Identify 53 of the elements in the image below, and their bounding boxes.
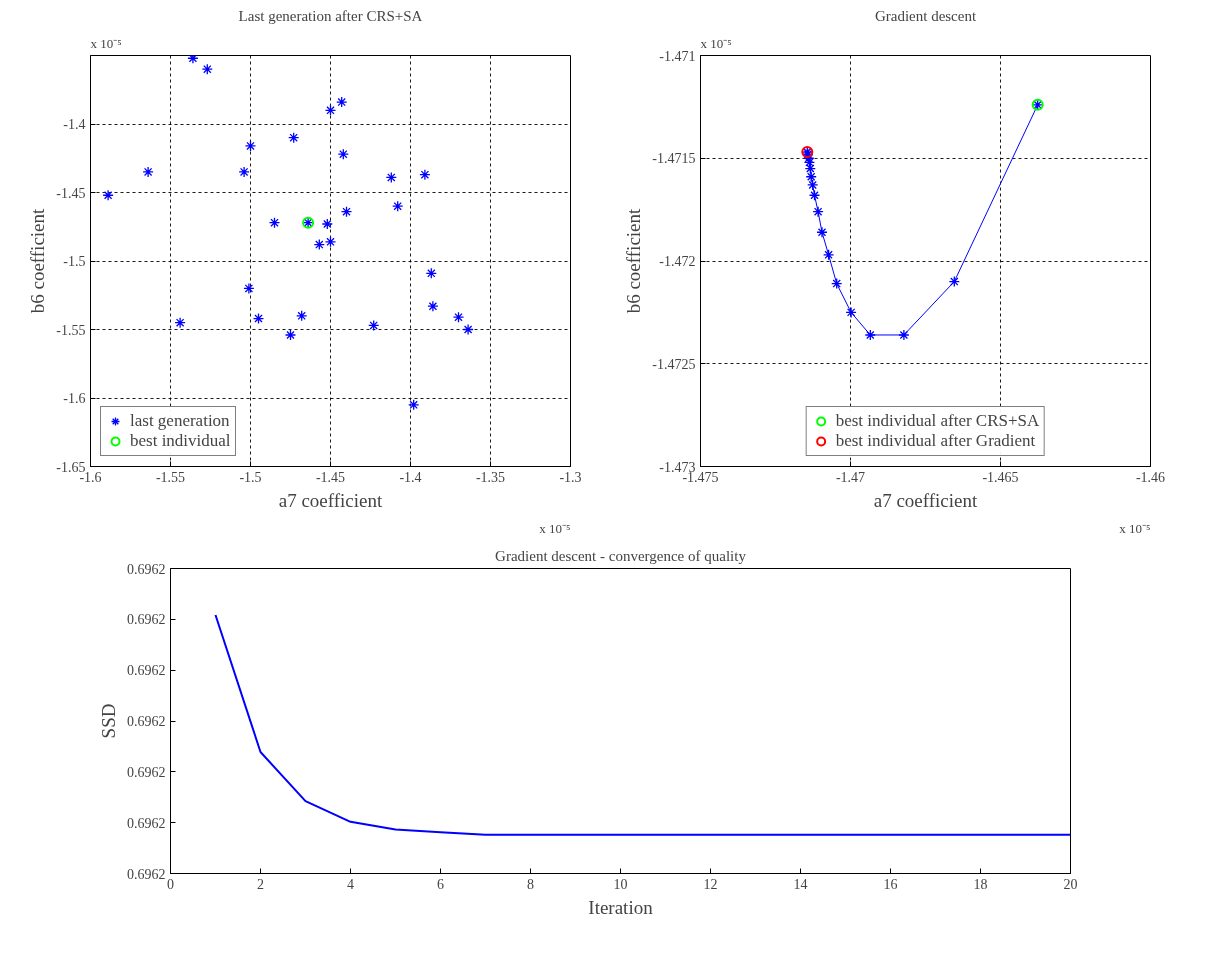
x-axis-title: a7 coefficient [278, 489, 383, 511]
x-tick-label: 8 [527, 876, 534, 892]
legend-label: best individual after CRS+SA [835, 411, 1040, 431]
y-axis-title: SSD [98, 703, 119, 739]
text: 0.6962 [127, 815, 166, 831]
chart-title: Gradient descent [874, 7, 977, 24]
y-tick-label: -1.45 [56, 185, 86, 201]
text: 0.6962 [127, 714, 166, 729]
x-tick-label: -1.3 [559, 469, 582, 485]
x-tick-label: 12 [703, 876, 718, 892]
x-axis-title: a7 coefficient [873, 489, 978, 511]
y-tick-label: -1.472 [659, 254, 696, 269]
y-tick-label: -1.4715 [652, 151, 696, 167]
x-tick-label: -1.46 [1135, 469, 1166, 485]
text: x 10⁻⁵ [1119, 520, 1151, 536]
y-tick-label: -1.4 [63, 117, 86, 132]
text: 0.6962 [127, 663, 166, 679]
text: 0.6962 [127, 866, 166, 882]
text: x 10⁻⁵ [90, 35, 122, 51]
y-axis-title: b6 coefficient [623, 207, 645, 314]
y-tick-label: -1.55 [56, 322, 86, 338]
y-tick-label: -1.4725 [652, 356, 696, 372]
x-tick-label: 6 [437, 876, 444, 892]
x-tick-label: 0 [167, 876, 174, 892]
x-tick-label: -1.4 [399, 469, 422, 485]
legend-label: best individual after Gradient [835, 431, 1036, 451]
legend-label: last generation [130, 411, 230, 431]
x-tick-label: -1.5 [239, 469, 262, 485]
x-tick-label: 16 [883, 876, 898, 892]
x-axis-title: Iteration [588, 896, 654, 918]
text: x 10⁻⁵ [700, 35, 732, 51]
x-tick-label: -1.45 [315, 469, 346, 485]
x-tick-label: -1.35 [475, 469, 506, 485]
x-tick-label: 18 [973, 876, 988, 892]
y-axis-title: b6 coefficient [27, 207, 49, 314]
y-tick-label: -1.5 [63, 254, 86, 269]
x-tick-label: 20 [1063, 876, 1078, 892]
text: 0.6962 [127, 764, 166, 780]
y-tick-label: -1.6 [63, 391, 86, 406]
chart-title: Gradient descent - convergence of quality [495, 547, 747, 564]
chart-title: Last generation after CRS+SA [238, 7, 423, 24]
x-tick-label: 2 [257, 876, 264, 892]
x-tick-label: 4 [347, 876, 354, 892]
x-tick-label: 10 [613, 876, 628, 892]
x-tick-label: 14 [793, 876, 808, 892]
x-tick-label: -1.47 [835, 469, 866, 485]
text: x 10⁻⁵ [539, 520, 571, 536]
y-tick-label: -1.471 [659, 48, 696, 64]
x-tick-label: -1.465 [982, 469, 1019, 485]
x-tick-label: -1.55 [155, 469, 186, 485]
text: 0.6962 [127, 612, 166, 628]
legend-label: best individual [130, 431, 231, 451]
text: 0.6962 [127, 561, 166, 577]
